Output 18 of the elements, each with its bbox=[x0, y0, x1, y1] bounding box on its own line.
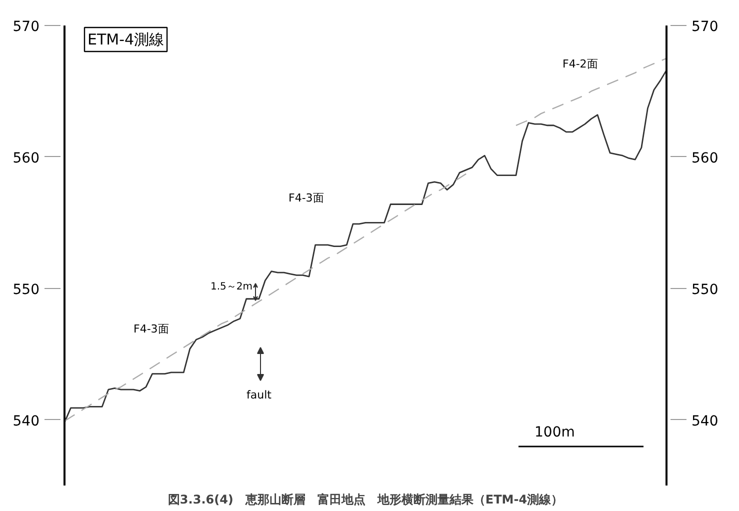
y-tick-label: 560 bbox=[12, 150, 40, 166]
y2-tick-label: 570 bbox=[692, 19, 718, 35]
y-tick-label: 540 bbox=[12, 413, 40, 430]
annotation: 100m bbox=[534, 424, 575, 440]
line-series bbox=[515, 58, 666, 126]
annotation: 1.5～2m bbox=[210, 282, 253, 292]
annotation: fault bbox=[246, 388, 272, 402]
y2-tick-label: 560 bbox=[692, 150, 718, 166]
y-tick-label: 550 bbox=[12, 282, 40, 298]
y-tick-label: 570 bbox=[12, 19, 40, 35]
line-series bbox=[64, 69, 666, 424]
y2-tick-label: 550 bbox=[692, 282, 718, 298]
annotation: F4-2面 bbox=[562, 58, 598, 70]
annotation: F4-3面 bbox=[288, 192, 324, 204]
annotation: ETM-4測線 bbox=[88, 30, 164, 48]
text: 図3.3.6(4) 恵那山断層 富田地点 地形横断測量結果（ETM-4測線） bbox=[168, 492, 564, 506]
y2-tick-label: 540 bbox=[692, 413, 718, 430]
annotation: F4-3面 bbox=[134, 322, 169, 336]
